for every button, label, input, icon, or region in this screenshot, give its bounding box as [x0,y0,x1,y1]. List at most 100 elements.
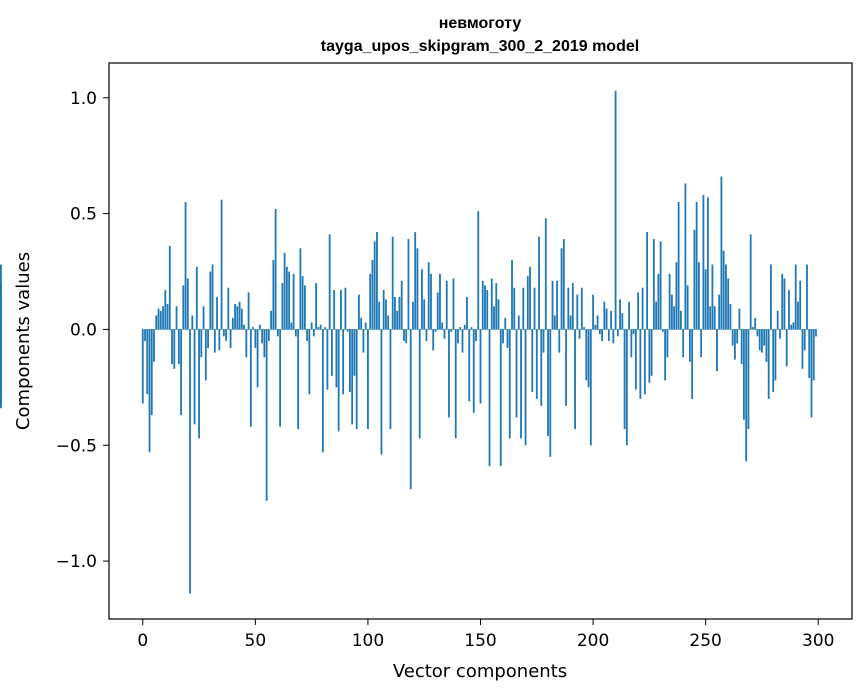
bar [173,329,176,369]
bar [614,90,617,330]
bar [153,329,155,362]
bar [553,315,556,330]
bar [276,329,279,337]
bar [335,329,338,388]
bar [639,329,642,399]
bar [274,208,277,330]
bar [713,306,716,330]
bar [655,301,658,330]
bar [567,287,570,330]
bar [720,176,723,330]
bar [641,287,644,330]
bar [738,308,741,330]
bar-series [0,90,817,594]
bar [815,329,817,337]
bar [272,259,275,330]
bar [616,329,619,337]
bar [315,283,318,330]
y-tick-label: −1.0 [56,552,97,572]
bar [430,273,432,330]
bar [524,329,527,446]
bar [547,329,549,436]
bar [486,290,489,330]
bar [517,315,520,330]
bar [587,329,590,388]
bar [333,290,336,330]
bar [808,329,811,379]
bar [752,327,754,330]
bar [774,329,777,381]
bar [540,329,543,406]
bar [198,329,200,439]
bar [684,183,687,330]
bar [718,294,721,330]
bar [216,296,218,330]
bar [479,329,482,404]
bar [776,310,779,330]
bar [522,287,525,330]
bar [502,329,504,344]
bar [664,329,667,381]
bar [303,285,306,330]
y-tick-label: 0.0 [70,320,97,340]
bar [731,329,734,346]
bar [337,329,340,432]
bar [254,329,257,348]
bar [463,324,466,330]
bar [425,329,428,341]
bar [783,278,786,330]
y-tick-label: 1.0 [70,89,97,109]
bar [184,202,187,330]
bar [544,218,547,330]
bar [459,327,462,330]
bar [610,310,612,330]
bar [470,327,473,330]
bar [454,329,457,439]
bar [761,329,763,353]
x-tick-label: 150 [464,631,496,651]
bar [495,283,498,330]
bar [0,329,2,395]
bar [758,329,761,351]
bar [560,248,563,330]
bar [0,324,2,330]
bar [754,317,757,330]
bar [222,329,225,337]
bar [812,329,815,381]
bar [166,303,169,330]
bar [650,329,653,376]
bar [468,329,471,402]
bar [441,322,444,330]
bar [497,299,500,330]
bar [686,285,689,330]
bar [249,329,252,427]
bar [630,329,633,358]
bar [211,264,214,330]
bar [605,308,608,330]
bar [691,329,694,399]
bar [189,329,191,594]
bar [186,278,189,330]
x-tick-label: 0 [137,631,148,651]
x-tick-label: 200 [577,631,609,651]
bar [648,329,651,383]
bar [146,329,149,395]
bar [405,329,408,344]
bar [281,283,284,330]
bar [756,329,759,337]
bar [637,292,640,330]
x-tick-label: 250 [689,631,721,651]
bar [580,287,583,330]
bar [612,329,615,344]
bar [182,285,185,330]
bar [306,329,309,341]
bar [157,308,160,330]
bar [418,329,421,439]
bar [585,329,588,381]
bar [661,329,664,332]
bar [326,329,329,390]
bar [679,310,682,330]
bar [634,329,637,390]
bar [621,313,624,330]
bar [238,301,241,330]
